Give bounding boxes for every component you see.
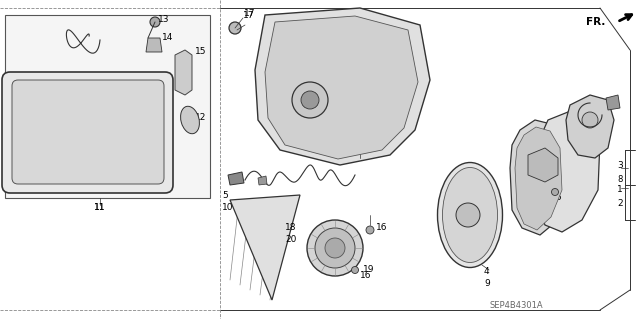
Polygon shape bbox=[255, 8, 430, 165]
Text: FR.: FR. bbox=[586, 17, 605, 27]
Ellipse shape bbox=[442, 167, 497, 263]
Polygon shape bbox=[566, 95, 614, 158]
Circle shape bbox=[351, 266, 358, 273]
Text: 10: 10 bbox=[222, 203, 234, 211]
Circle shape bbox=[229, 22, 241, 34]
Ellipse shape bbox=[180, 106, 200, 134]
Polygon shape bbox=[265, 16, 418, 159]
Ellipse shape bbox=[438, 162, 502, 268]
Text: 19: 19 bbox=[363, 265, 374, 275]
Text: 12: 12 bbox=[195, 114, 206, 122]
Text: 8: 8 bbox=[617, 175, 622, 184]
Polygon shape bbox=[510, 120, 570, 235]
Text: 13: 13 bbox=[158, 16, 170, 25]
Circle shape bbox=[582, 112, 598, 128]
Circle shape bbox=[301, 91, 319, 109]
FancyBboxPatch shape bbox=[12, 80, 164, 184]
Circle shape bbox=[552, 189, 559, 196]
Text: 18: 18 bbox=[285, 224, 296, 233]
Polygon shape bbox=[538, 112, 600, 232]
Polygon shape bbox=[606, 95, 620, 110]
Text: 17: 17 bbox=[244, 10, 255, 19]
Circle shape bbox=[307, 220, 363, 276]
Text: 14: 14 bbox=[162, 33, 173, 42]
Polygon shape bbox=[230, 195, 300, 300]
Polygon shape bbox=[146, 38, 162, 52]
Polygon shape bbox=[228, 172, 244, 185]
Text: 4: 4 bbox=[484, 268, 490, 277]
Text: SEP4B4301A: SEP4B4301A bbox=[490, 300, 543, 309]
Text: 16: 16 bbox=[360, 271, 371, 279]
Text: 11: 11 bbox=[94, 204, 106, 212]
Text: 17: 17 bbox=[243, 11, 255, 19]
Circle shape bbox=[366, 226, 374, 234]
Text: 11: 11 bbox=[94, 204, 106, 212]
Polygon shape bbox=[175, 50, 192, 95]
Text: 3: 3 bbox=[617, 161, 623, 170]
Polygon shape bbox=[515, 127, 562, 230]
Polygon shape bbox=[258, 176, 267, 185]
Text: 1: 1 bbox=[617, 186, 623, 195]
Text: 5: 5 bbox=[222, 190, 228, 199]
Polygon shape bbox=[528, 148, 558, 182]
Circle shape bbox=[456, 203, 480, 227]
Text: 16: 16 bbox=[551, 192, 563, 202]
Text: 15: 15 bbox=[195, 48, 207, 56]
Text: 20: 20 bbox=[285, 235, 296, 244]
Circle shape bbox=[150, 17, 160, 27]
FancyBboxPatch shape bbox=[5, 15, 210, 198]
Circle shape bbox=[292, 82, 328, 118]
Circle shape bbox=[315, 228, 355, 268]
Text: 2: 2 bbox=[617, 198, 623, 207]
Text: 16: 16 bbox=[376, 224, 387, 233]
FancyBboxPatch shape bbox=[2, 72, 173, 193]
Circle shape bbox=[325, 238, 345, 258]
Circle shape bbox=[77, 180, 83, 186]
Text: 9: 9 bbox=[484, 278, 490, 287]
